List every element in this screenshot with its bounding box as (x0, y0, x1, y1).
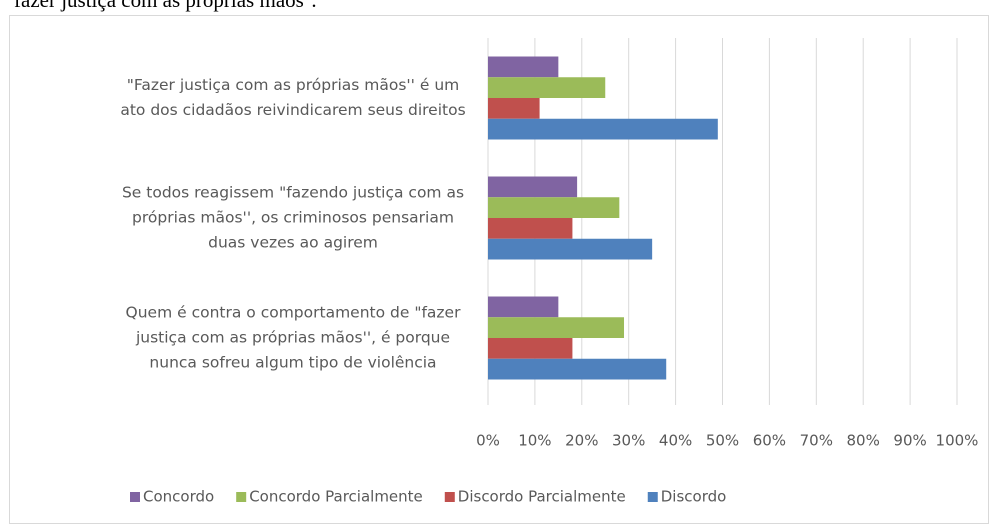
legend-swatch (236, 492, 247, 502)
bar (488, 56, 559, 78)
x-tick-label: 90% (893, 432, 926, 450)
legend-swatch (444, 492, 455, 502)
category-label: Quem é contra o comportamento de "fazer … (125, 303, 461, 372)
x-tick-label: 10% (518, 432, 551, 450)
legend-label: Concordo (143, 488, 214, 506)
x-tick-label: 30% (612, 432, 645, 450)
bar (488, 338, 573, 359)
x-tick-label: 70% (800, 432, 833, 450)
bar (488, 98, 540, 119)
bar (488, 77, 606, 98)
legend-label: Concordo Parcialmente (249, 488, 423, 506)
bar (488, 358, 667, 380)
chart-frame (9, 15, 989, 524)
bar (488, 317, 625, 338)
category-label: Se todos reagissem "fazendo justiça com … (121, 183, 465, 252)
x-tick-label: 80% (847, 432, 880, 450)
bar (488, 197, 620, 218)
bar (488, 176, 578, 198)
x-tick-label: 100% (936, 432, 979, 450)
bar (488, 238, 653, 260)
legend-swatch (130, 492, 140, 502)
x-tick-label: 50% (706, 432, 739, 450)
legend-label: Discordo (661, 488, 727, 506)
x-tick-label: 60% (753, 432, 786, 450)
caption: fazer justiça com as próprias mãos''. (14, 0, 317, 12)
legend-label: Discordo Parcialmente (458, 488, 626, 506)
bar (488, 118, 718, 140)
x-tick-label: 40% (659, 432, 692, 450)
bar (488, 218, 573, 239)
category-label: "Fazer justiça com as próprias mãos'' é … (120, 76, 466, 119)
x-tick-label: 0% (476, 432, 500, 450)
x-tick-label: 20% (565, 432, 598, 450)
bar (488, 296, 559, 318)
legend-swatch (647, 492, 658, 502)
